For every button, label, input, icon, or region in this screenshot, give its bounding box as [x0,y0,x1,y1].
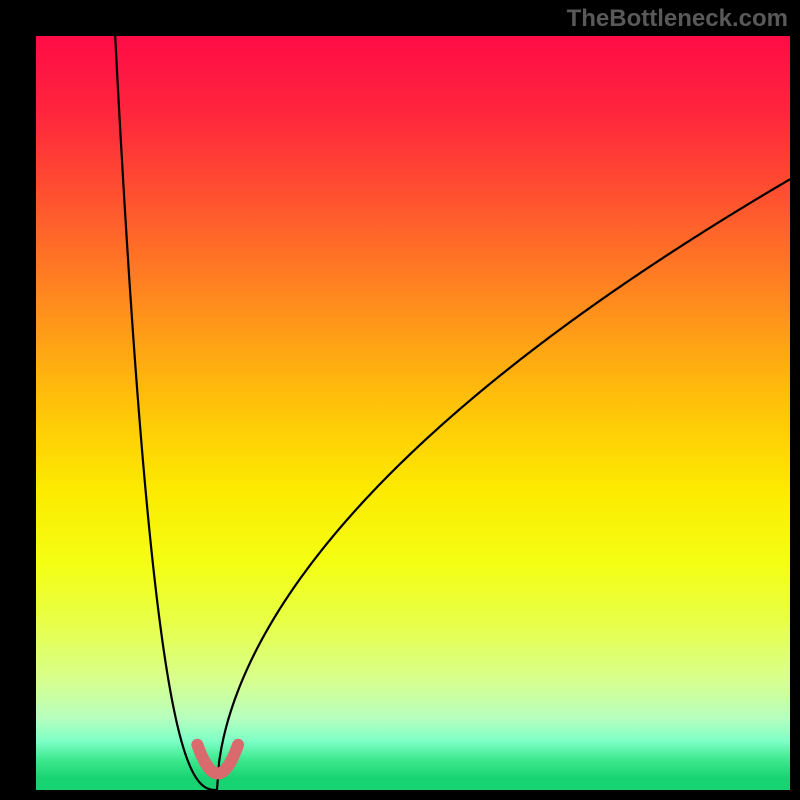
chart-background [36,36,790,790]
watermark-text: TheBottleneck.com [567,5,788,33]
